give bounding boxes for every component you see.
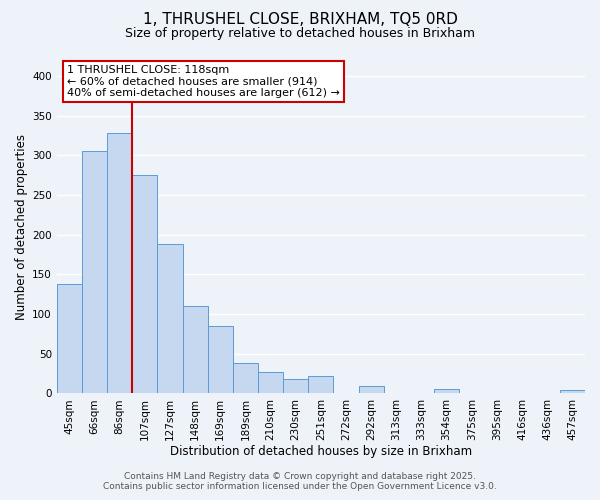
Text: 1 THRUSHEL CLOSE: 118sqm
← 60% of detached houses are smaller (914)
40% of semi-: 1 THRUSHEL CLOSE: 118sqm ← 60% of detach… <box>67 65 340 98</box>
Bar <box>233 363 258 394</box>
Bar <box>283 379 308 394</box>
Bar <box>107 133 132 394</box>
Text: 1, THRUSHEL CLOSE, BRIXHAM, TQ5 0RD: 1, THRUSHEL CLOSE, BRIXHAM, TQ5 0RD <box>143 12 457 28</box>
Bar <box>560 390 585 394</box>
Bar <box>434 390 459 394</box>
Bar <box>157 244 182 394</box>
Bar <box>308 376 334 394</box>
Bar <box>132 175 157 394</box>
Bar <box>258 372 283 394</box>
Bar <box>359 386 384 394</box>
Bar <box>82 152 107 394</box>
Bar <box>182 306 208 394</box>
Text: Contains HM Land Registry data © Crown copyright and database right 2025.
Contai: Contains HM Land Registry data © Crown c… <box>103 472 497 491</box>
Bar <box>208 326 233 394</box>
Text: Size of property relative to detached houses in Brixham: Size of property relative to detached ho… <box>125 28 475 40</box>
Y-axis label: Number of detached properties: Number of detached properties <box>15 134 28 320</box>
X-axis label: Distribution of detached houses by size in Brixham: Distribution of detached houses by size … <box>170 444 472 458</box>
Bar <box>57 284 82 394</box>
